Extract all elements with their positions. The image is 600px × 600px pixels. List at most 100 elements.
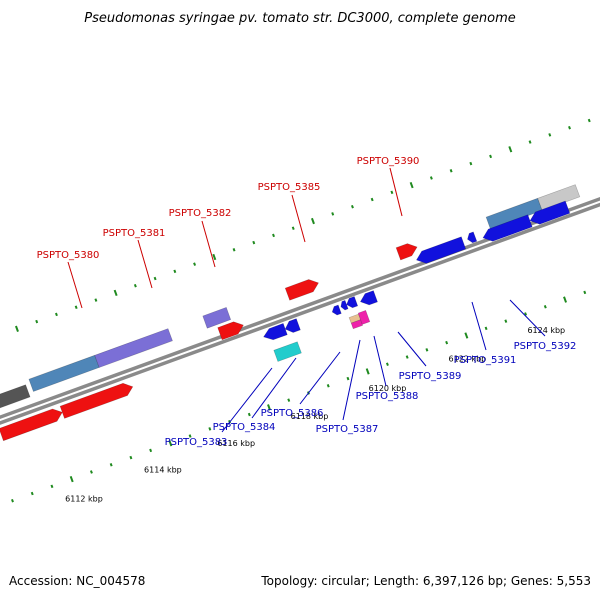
tick-mark-lower	[504, 319, 508, 323]
tick-mark-upper	[113, 289, 118, 297]
label-leader-line	[291, 194, 306, 243]
gene-label-upper: PSPTO_5382	[169, 208, 232, 219]
map-title: Pseudomonas syringae pv. tomato str. DC3…	[84, 11, 516, 26]
scale-label: 6122 kbp	[449, 355, 487, 364]
label-leader-line	[373, 335, 387, 387]
gene-feature	[94, 328, 173, 368]
tick-mark-upper	[74, 305, 78, 310]
gene-label-lower: PSPTO_5392	[514, 341, 577, 352]
gene-label-lower: PSPTO_5391	[454, 355, 517, 366]
tick-mark-upper	[153, 276, 157, 281]
gene-feature	[482, 214, 533, 242]
tick-mark-lower	[405, 355, 409, 359]
gene-feature	[202, 307, 232, 329]
tick-mark-lower	[109, 463, 113, 467]
tick-mark-upper	[232, 248, 236, 252]
tick-mark-upper	[548, 133, 552, 137]
scale-label: 6118 kbp	[291, 412, 329, 421]
gene-label-upper: PSPTO_5380	[37, 250, 100, 261]
tick-mark-upper	[272, 233, 275, 238]
tick-mark-lower	[149, 448, 153, 453]
tick-mark-upper	[15, 325, 19, 332]
gene-feature	[59, 382, 134, 419]
gene-feature	[359, 290, 378, 306]
tick-mark-upper	[449, 169, 453, 173]
gene-feature	[284, 318, 301, 333]
gene-label-lower: PSPTO_5387	[316, 424, 379, 435]
tick-mark-upper	[370, 197, 374, 202]
tick-mark-lower	[188, 434, 192, 438]
tick-mark-lower	[50, 484, 54, 489]
gene-feature	[357, 310, 371, 325]
tick-mark-lower	[69, 475, 74, 483]
tick-mark-upper	[212, 253, 217, 261]
label-leader-line	[471, 301, 487, 351]
tick-mark-upper	[311, 217, 315, 225]
scale-label: 6114 kbp	[144, 466, 182, 475]
tick-mark-upper	[489, 154, 493, 159]
tick-mark-upper	[508, 146, 513, 153]
tick-mark-lower	[30, 491, 34, 496]
tick-mark-lower	[208, 427, 212, 431]
tick-mark-lower	[385, 362, 389, 366]
tick-mark-lower	[11, 498, 14, 503]
label-leader-line	[342, 339, 361, 421]
tick-mark-upper	[568, 125, 571, 130]
tick-mark-lower	[365, 368, 370, 375]
scale-label: 6116 kbp	[217, 439, 255, 448]
tick-mark-lower	[464, 332, 469, 339]
label-leader-line	[67, 261, 83, 309]
label-leader-line	[389, 167, 403, 217]
genome-summary: Topology: circular; Length: 6,397,126 bp…	[260, 574, 591, 588]
tick-mark-lower	[583, 290, 587, 295]
gene-feature	[217, 321, 244, 341]
scale-label: 6124 kbp	[527, 326, 565, 335]
tick-mark-lower	[287, 398, 291, 402]
tick-mark-lower	[247, 412, 251, 417]
scale-label: 6112 kbp	[65, 494, 103, 503]
label-leader-line	[509, 299, 546, 337]
gene-feature	[529, 200, 571, 225]
backbone-line-lower	[0, 157, 600, 448]
scale-label: 6120 kbp	[369, 384, 407, 393]
gene-feature	[416, 236, 467, 264]
tick-mark-lower	[267, 404, 271, 411]
gene-feature	[350, 319, 363, 330]
label-leader-line	[221, 367, 273, 433]
tick-mark-lower	[346, 376, 350, 381]
gene-feature	[537, 184, 581, 211]
gene-label-lower: PSPTO_5388	[356, 391, 419, 402]
gene-label-lower: PSPTO_5389	[399, 371, 462, 382]
tick-mark-lower	[484, 326, 488, 331]
tick-mark-upper	[94, 298, 98, 302]
tick-mark-upper	[469, 161, 473, 166]
tick-mark-lower	[129, 455, 133, 460]
tick-mark-lower	[543, 305, 547, 309]
gene-feature	[331, 304, 342, 316]
tick-mark-lower	[326, 384, 330, 388]
label-leader-line	[201, 220, 216, 268]
tick-mark-upper	[54, 312, 58, 317]
tick-mark-upper	[429, 176, 433, 180]
tick-mark-lower	[89, 470, 93, 474]
gene-feature	[467, 231, 478, 244]
gene-feature	[346, 296, 359, 309]
tick-mark-lower	[445, 340, 449, 345]
gene-feature	[273, 341, 302, 362]
tick-mark-upper	[587, 118, 591, 123]
tick-mark-upper	[133, 283, 137, 288]
gene-feature	[395, 243, 418, 261]
tick-mark-lower	[168, 440, 173, 447]
tick-mark-upper	[350, 204, 354, 209]
tick-group	[11, 118, 591, 503]
gene-label-lower: PSPTO_5383	[165, 437, 228, 448]
tick-mark-upper	[331, 212, 335, 216]
label-leader-line	[299, 351, 341, 405]
tick-mark-upper	[173, 269, 177, 274]
tick-mark-upper	[193, 262, 197, 266]
gene-feature	[284, 279, 319, 301]
tick-mark-upper	[390, 190, 394, 195]
tick-mark-upper	[252, 240, 256, 245]
accession-label: Accession: NC_004578	[9, 574, 145, 588]
